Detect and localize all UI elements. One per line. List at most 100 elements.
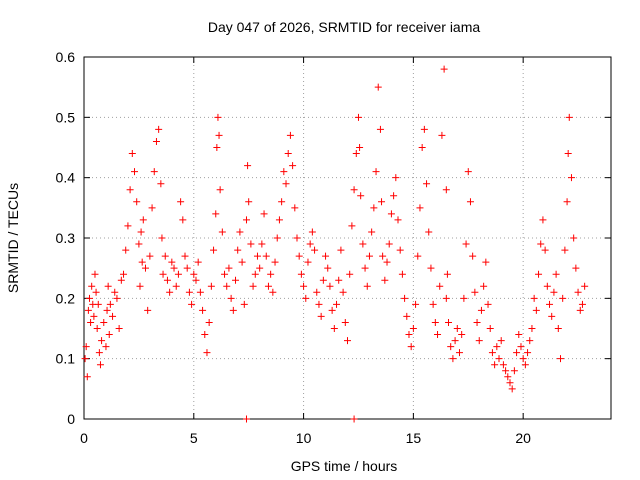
data-point xyxy=(88,282,96,290)
data-point xyxy=(497,337,505,345)
data-point xyxy=(152,137,160,145)
data-point xyxy=(477,306,485,314)
data-point xyxy=(572,264,580,272)
data-point xyxy=(234,246,242,254)
data-point xyxy=(137,228,145,236)
data-point xyxy=(352,150,360,158)
data-point xyxy=(517,343,525,351)
data-point xyxy=(232,276,240,284)
y-tick-label: 0.6 xyxy=(56,49,76,65)
data-point xyxy=(528,325,536,332)
data-point xyxy=(539,216,547,224)
data-point xyxy=(510,367,518,375)
data-point xyxy=(381,276,389,284)
data-point xyxy=(104,282,112,290)
data-point xyxy=(161,252,169,260)
data-point xyxy=(146,252,154,260)
chart-title: Day 047 of 2026, SRMTID for receiver iam… xyxy=(208,19,481,35)
data-point xyxy=(486,325,494,332)
data-point xyxy=(563,198,571,206)
data-point xyxy=(449,355,457,363)
y-tick-label: 0.5 xyxy=(56,109,76,125)
data-point xyxy=(412,300,420,308)
data-point xyxy=(95,349,103,357)
data-point xyxy=(201,331,209,339)
data-point xyxy=(212,210,220,218)
data-point xyxy=(158,234,166,242)
y-tick-label: 0 xyxy=(67,411,75,427)
data-point xyxy=(548,312,556,320)
data-point xyxy=(293,234,301,242)
data-point xyxy=(139,216,147,224)
data-point xyxy=(403,312,411,320)
data-point xyxy=(385,240,393,248)
data-point xyxy=(578,300,586,308)
x-tick-label: 15 xyxy=(406,430,422,446)
data-point xyxy=(141,264,149,272)
data-point xyxy=(330,325,338,332)
data-point xyxy=(109,312,117,320)
data-point xyxy=(374,83,382,91)
data-point xyxy=(311,246,319,254)
data-point xyxy=(96,361,104,369)
data-point xyxy=(291,204,299,212)
data-point xyxy=(416,204,424,212)
y-tick-label: 0.2 xyxy=(56,290,76,306)
data-point xyxy=(166,288,174,296)
data-point xyxy=(300,282,308,290)
data-point xyxy=(100,318,108,326)
data-point xyxy=(447,343,455,351)
data-point xyxy=(128,150,136,158)
data-point xyxy=(335,276,343,284)
data-point xyxy=(159,270,167,278)
data-point xyxy=(550,288,558,296)
data-point xyxy=(376,125,384,133)
data-point xyxy=(319,276,327,284)
data-point xyxy=(440,65,448,73)
y-tick-label: 0.1 xyxy=(56,351,76,367)
data-point xyxy=(576,306,584,314)
data-point xyxy=(425,228,433,236)
data-point xyxy=(256,264,264,272)
data-point xyxy=(192,276,200,284)
data-point xyxy=(136,282,144,290)
data-point xyxy=(313,288,321,296)
data-point xyxy=(346,270,354,278)
data-point xyxy=(115,325,123,332)
data-point xyxy=(552,270,560,278)
data-point xyxy=(482,258,490,266)
data-point xyxy=(387,210,395,218)
data-point xyxy=(526,337,534,345)
data-point xyxy=(81,355,89,363)
data-point xyxy=(359,240,367,248)
data-point xyxy=(163,276,171,284)
data-point xyxy=(473,318,481,326)
data-point xyxy=(409,325,417,332)
data-point xyxy=(495,355,503,363)
data-point xyxy=(181,252,189,260)
data-point xyxy=(414,252,422,260)
data-point xyxy=(379,252,387,260)
data-point xyxy=(271,258,279,266)
data-point xyxy=(302,294,310,302)
data-point xyxy=(267,270,275,278)
data-point xyxy=(546,300,554,308)
data-point xyxy=(203,349,211,357)
data-point xyxy=(537,240,545,248)
data-point xyxy=(286,131,294,139)
axis-ticks: 0 0.1 0.2 0.3 0.4 0.5 0.6 0 5 10 15 20 xyxy=(56,49,611,446)
data-point xyxy=(556,355,564,363)
data-point xyxy=(515,331,523,339)
data-point xyxy=(85,294,93,302)
data-point xyxy=(244,162,252,170)
data-point xyxy=(442,186,450,194)
data-point xyxy=(559,294,567,302)
data-point xyxy=(275,216,283,224)
data-point xyxy=(213,144,221,151)
x-tick-label: 0 xyxy=(80,430,88,446)
y-tick-label: 0.3 xyxy=(56,230,76,246)
data-point xyxy=(427,264,435,272)
data-point xyxy=(499,361,507,369)
data-point xyxy=(205,318,213,326)
data-point xyxy=(214,113,222,121)
